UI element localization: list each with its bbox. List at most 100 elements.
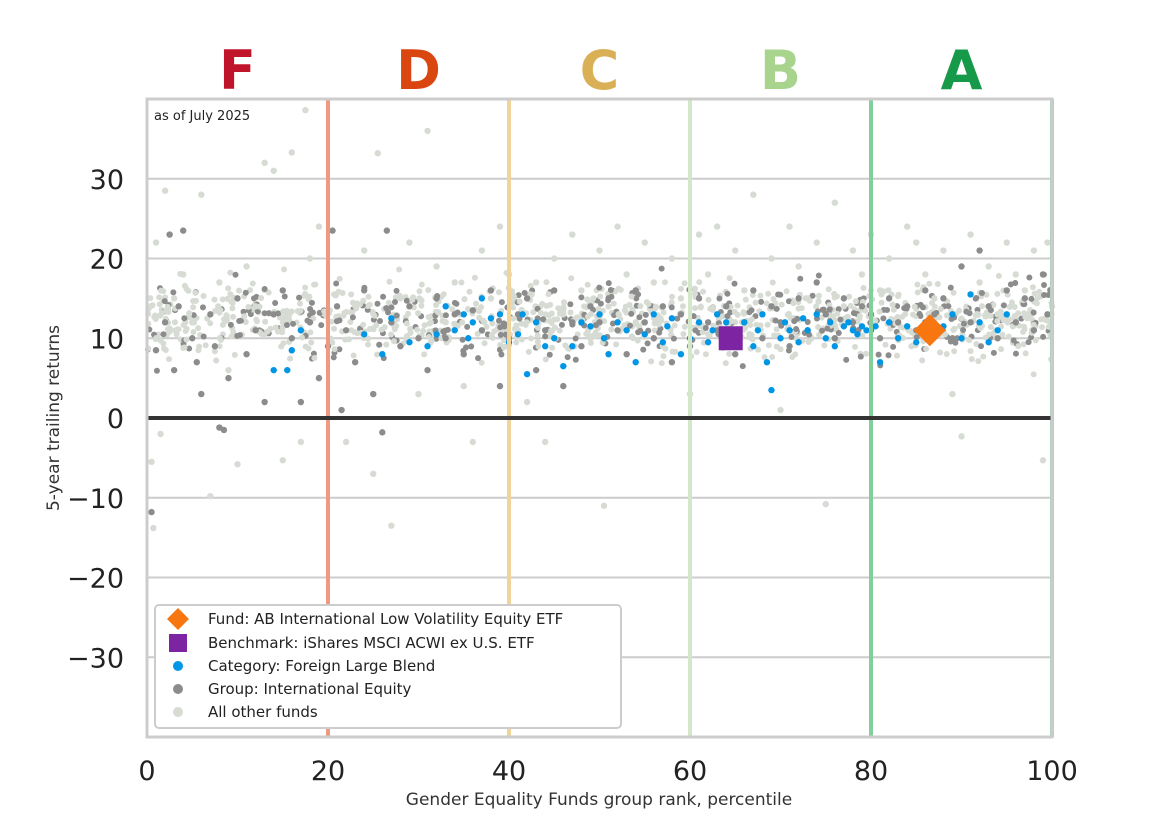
background-point bbox=[388, 304, 395, 311]
background-point bbox=[726, 350, 733, 357]
background-point bbox=[561, 299, 568, 306]
background-point bbox=[1034, 294, 1041, 301]
data-point bbox=[863, 327, 870, 334]
data-point bbox=[216, 279, 223, 286]
data-point bbox=[152, 239, 160, 246]
background-point bbox=[910, 311, 917, 318]
background-point bbox=[980, 353, 987, 360]
grade-letter-a: A bbox=[941, 39, 983, 102]
background-point bbox=[548, 319, 555, 326]
background-point bbox=[792, 351, 799, 358]
background-point bbox=[546, 351, 553, 358]
background-point bbox=[542, 333, 549, 340]
background-point bbox=[459, 336, 466, 343]
data-point bbox=[768, 255, 775, 262]
background-point bbox=[242, 289, 249, 296]
background-point bbox=[535, 343, 542, 350]
legend-label: Category: Foreign Large Blend bbox=[208, 657, 435, 675]
data-points bbox=[148, 106, 1056, 532]
background-point bbox=[286, 317, 293, 324]
background-point bbox=[597, 293, 604, 300]
background-point bbox=[674, 315, 681, 322]
background-point bbox=[648, 358, 655, 365]
background-point bbox=[1030, 309, 1037, 316]
background-point bbox=[365, 341, 372, 348]
background-point bbox=[843, 356, 850, 363]
background-point bbox=[1028, 334, 1035, 341]
data-point bbox=[904, 223, 911, 230]
data-point bbox=[840, 323, 848, 330]
background-point bbox=[724, 290, 731, 297]
data-point bbox=[976, 247, 983, 254]
data-point bbox=[831, 335, 838, 342]
data-point bbox=[451, 327, 458, 334]
background-point bbox=[425, 314, 432, 321]
data-point bbox=[632, 319, 639, 326]
background-point bbox=[978, 289, 985, 296]
data-point bbox=[750, 191, 757, 198]
data-point bbox=[723, 303, 730, 310]
data-point bbox=[668, 315, 676, 322]
benchmark-marker bbox=[718, 326, 743, 351]
background-point bbox=[596, 284, 603, 291]
background-point bbox=[525, 348, 532, 355]
data-point bbox=[940, 247, 947, 254]
background-point bbox=[902, 310, 909, 317]
background-point bbox=[700, 288, 707, 295]
background-point bbox=[335, 288, 342, 295]
background-point bbox=[837, 316, 844, 323]
data-point bbox=[306, 319, 314, 326]
data-point bbox=[406, 339, 413, 346]
background-point bbox=[670, 335, 677, 342]
background-point bbox=[567, 309, 574, 316]
background-point bbox=[1026, 274, 1033, 281]
background-point bbox=[464, 323, 471, 330]
data-point bbox=[723, 319, 730, 326]
background-point bbox=[947, 284, 954, 291]
data-point bbox=[189, 319, 196, 326]
data-point bbox=[388, 522, 395, 529]
background-point bbox=[690, 313, 697, 320]
background-point bbox=[390, 338, 397, 345]
background-point bbox=[449, 306, 456, 313]
data-point bbox=[840, 303, 848, 310]
data-point bbox=[759, 335, 766, 342]
data-point bbox=[858, 271, 866, 278]
background-point bbox=[834, 310, 841, 317]
data-point bbox=[569, 319, 576, 326]
background-point bbox=[374, 300, 381, 307]
background-point bbox=[640, 346, 647, 353]
data-point bbox=[514, 311, 522, 318]
data-point bbox=[329, 227, 336, 234]
background-point bbox=[702, 351, 709, 358]
background-point bbox=[183, 336, 190, 343]
data-point bbox=[460, 311, 467, 318]
background-point bbox=[951, 348, 958, 355]
background-point bbox=[592, 329, 599, 336]
background-point bbox=[386, 278, 393, 285]
data-point bbox=[623, 351, 630, 358]
background-point bbox=[783, 288, 790, 295]
background-point bbox=[990, 349, 997, 356]
background-point bbox=[704, 331, 711, 338]
data-point bbox=[225, 374, 232, 382]
background-point bbox=[545, 291, 552, 298]
data-point bbox=[279, 287, 286, 294]
data-point bbox=[1003, 311, 1010, 318]
background-point bbox=[1028, 295, 1035, 302]
data-point bbox=[442, 319, 449, 326]
data-point bbox=[659, 339, 667, 346]
data-point bbox=[704, 319, 712, 326]
background-point bbox=[229, 299, 236, 306]
background-point bbox=[539, 300, 546, 307]
data-point bbox=[297, 398, 305, 406]
background-point bbox=[281, 293, 288, 300]
background-point bbox=[747, 322, 754, 329]
background-point bbox=[748, 316, 755, 323]
legend-label: Fund: AB International Low Volatility Eq… bbox=[208, 610, 563, 628]
background-point bbox=[894, 314, 901, 321]
data-point bbox=[904, 303, 911, 310]
background-point bbox=[952, 339, 959, 346]
background-point bbox=[937, 349, 944, 356]
data-point bbox=[315, 223, 323, 230]
